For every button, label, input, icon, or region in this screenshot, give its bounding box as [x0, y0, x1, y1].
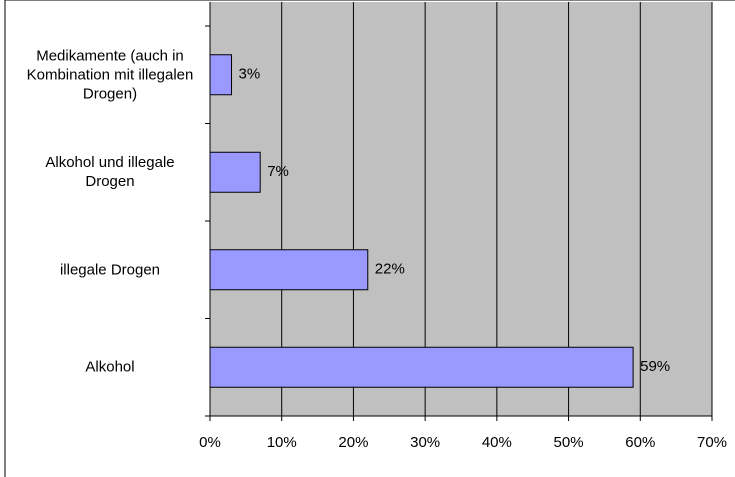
data-label: 3%: [239, 66, 261, 83]
x-tick-label: 70%: [697, 434, 727, 451]
y-tick-label: illegale Drogen: [59, 261, 161, 279]
bar: [209, 54, 233, 96]
data-label: 59%: [640, 358, 670, 375]
y-tick-label: Alkohol: [85, 358, 135, 376]
data-label: 7%: [267, 163, 289, 180]
bar: [209, 151, 261, 193]
x-tick-label: 0%: [199, 434, 221, 451]
y-tick-label: Alkohol und illegale Drogen: [45, 154, 175, 191]
x-tick-label: 50%: [554, 434, 584, 451]
x-tick-label: 10%: [267, 434, 297, 451]
y-tick-label: Medikamente (auch in Kombination mit ill…: [26, 47, 194, 103]
bar: [209, 346, 634, 388]
data-label: 22%: [375, 261, 405, 278]
bar: [209, 249, 369, 291]
x-tick-label: 20%: [338, 434, 368, 451]
x-tick-label: 60%: [625, 434, 655, 451]
x-tick-label: 40%: [482, 434, 512, 451]
x-tick-label: 30%: [410, 434, 440, 451]
